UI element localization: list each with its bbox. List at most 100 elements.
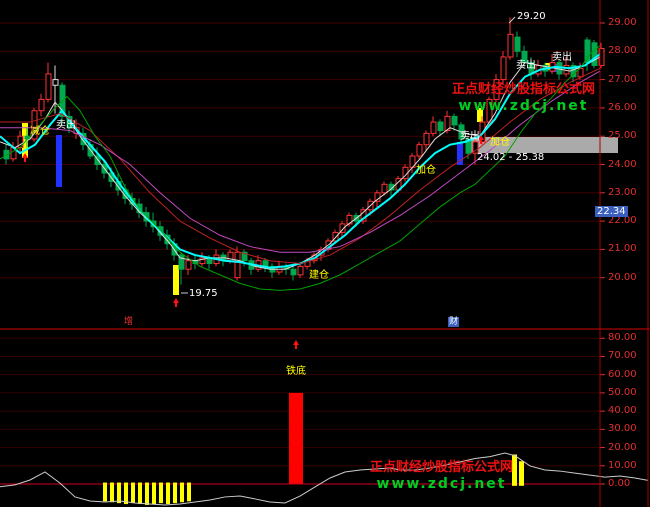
candlestick: [94, 155, 101, 165]
yellow-bar: [22, 123, 28, 158]
indicator-yellow-bar: [152, 482, 156, 505]
blue-bar: [56, 135, 62, 187]
price-axis-label: 29.00: [608, 17, 637, 28]
candlestick: [262, 260, 269, 267]
indicator-line: [0, 452, 649, 506]
indicator-yellow-bar: [187, 482, 191, 502]
candlestick: [451, 115, 458, 126]
candlestick: [423, 132, 430, 146]
price-annotation: 29.20: [517, 11, 546, 22]
event-marker: 增: [124, 317, 134, 327]
indicator-yellow-bar: [159, 482, 163, 504]
watermark-url: www.zdcj.net: [458, 98, 589, 114]
value-axis-label: 30.00: [608, 423, 637, 435]
signal-label: 加仓: [416, 165, 436, 176]
value-axis-label: 20.00: [608, 441, 637, 453]
candlestick: [493, 79, 500, 100]
candlestick: [297, 265, 304, 276]
ma-magenta-line: [0, 70, 601, 253]
price-axis-label: 24.00: [608, 158, 637, 170]
indicator-yellow-bar: [131, 482, 135, 504]
price-axis-label: 28.00: [608, 45, 637, 57]
yellow-bar: [477, 108, 483, 122]
iron-bottom-label: 铁底: [286, 366, 306, 377]
price-axis-label: 22.00: [608, 215, 637, 227]
value-axis-label: 0.00: [608, 478, 631, 489]
price-annotation: 24.02 - 25.38: [477, 152, 545, 163]
watermark-top: 正点财经炒股指标公式网 www.zdcj.net: [452, 78, 595, 114]
value-axis-label: 80.00: [608, 332, 637, 344]
signal-label: 卖出: [552, 52, 572, 63]
candlestick: [332, 231, 339, 242]
candlestick: [234, 251, 241, 279]
candlestick: [339, 223, 346, 233]
candlestick: [38, 98, 45, 112]
watermark-bottom: 正点财经炒股指标公式网 www.zdcj.net: [370, 456, 513, 492]
price-axis-label: 27.00: [608, 73, 637, 85]
indicator-yellow-bar: [512, 454, 517, 486]
candlestick: [45, 73, 52, 100]
ma-white-line: [0, 56, 601, 270]
price-axis-label: 26.00: [608, 101, 637, 113]
candlestick: [507, 33, 514, 58]
indicator-yellow-bar: [173, 482, 177, 504]
candlestick: [465, 138, 472, 154]
indicator-yellow-bar: [166, 482, 170, 505]
watermark-url: www.zdcj.net: [376, 476, 507, 492]
candlestick: [381, 183, 388, 194]
highlight-band: [470, 137, 618, 153]
value-axis-label: 10.00: [608, 459, 637, 471]
ma-green-line: [0, 45, 601, 291]
signal-label: 建仓: [309, 270, 329, 281]
watermark-title: 正点财经炒股指标公式网: [370, 460, 514, 475]
candlestick: [241, 251, 248, 262]
indicator-yellow-bar: [145, 482, 149, 505]
indicator-yellow-bar: [138, 482, 142, 505]
indicator-yellow-bar: [110, 482, 114, 503]
signal-label: 卖出: [516, 60, 536, 71]
candlestick: [416, 144, 423, 157]
candlestick: [388, 183, 395, 191]
candlestick: [472, 141, 479, 154]
candlestick: [437, 121, 444, 132]
blue-bar: [457, 142, 463, 165]
indicator-yellow-bar: [124, 482, 128, 505]
value-axis-label: 50.00: [608, 386, 637, 398]
candlestick: [584, 39, 591, 64]
price-axis-label: 20.00: [608, 271, 637, 283]
ma-red-line: [0, 67, 601, 265]
candlestick: [591, 42, 598, 66]
indicator-yellow-bar: [519, 461, 524, 486]
candlestick: [444, 115, 451, 132]
watermark-title: 正点财经炒股指标公式网: [452, 82, 596, 97]
value-axis-label: 40.00: [608, 405, 637, 417]
candlestick: [500, 56, 507, 81]
candlestick: [31, 110, 38, 140]
candlestick: [52, 79, 59, 86]
candlestick: [178, 254, 185, 270]
candlestick: [430, 121, 437, 134]
signal-label: 卖出: [460, 131, 480, 142]
indicator-yellow-bar: [117, 482, 121, 504]
value-axis-label: 70.00: [608, 350, 637, 362]
up-arrow-icon: [173, 298, 179, 307]
signal-label: 卖出: [56, 120, 76, 131]
event-marker: 财: [448, 317, 460, 327]
price-axis-label: 25.00: [608, 130, 637, 142]
current-price-tag: 22.34: [595, 206, 628, 218]
up-arrow-icon: [293, 340, 299, 349]
up-arrow-icon: [22, 153, 28, 162]
signal-label: 加仓: [490, 137, 510, 148]
value-axis-label: 60.00: [608, 368, 637, 380]
indicator-yellow-bar: [180, 482, 184, 503]
price-axis-label: 21.00: [608, 243, 637, 255]
indicator-yellow-bar: [103, 482, 107, 502]
candlestick: [290, 268, 297, 276]
yellow-bar: [173, 265, 179, 295]
candlestick: [199, 257, 206, 265]
indicator-red-bar: [289, 392, 303, 484]
candlestick: [514, 36, 521, 52]
signal-label: 减仓: [30, 126, 50, 137]
price-axis-label: 23.00: [608, 186, 637, 198]
